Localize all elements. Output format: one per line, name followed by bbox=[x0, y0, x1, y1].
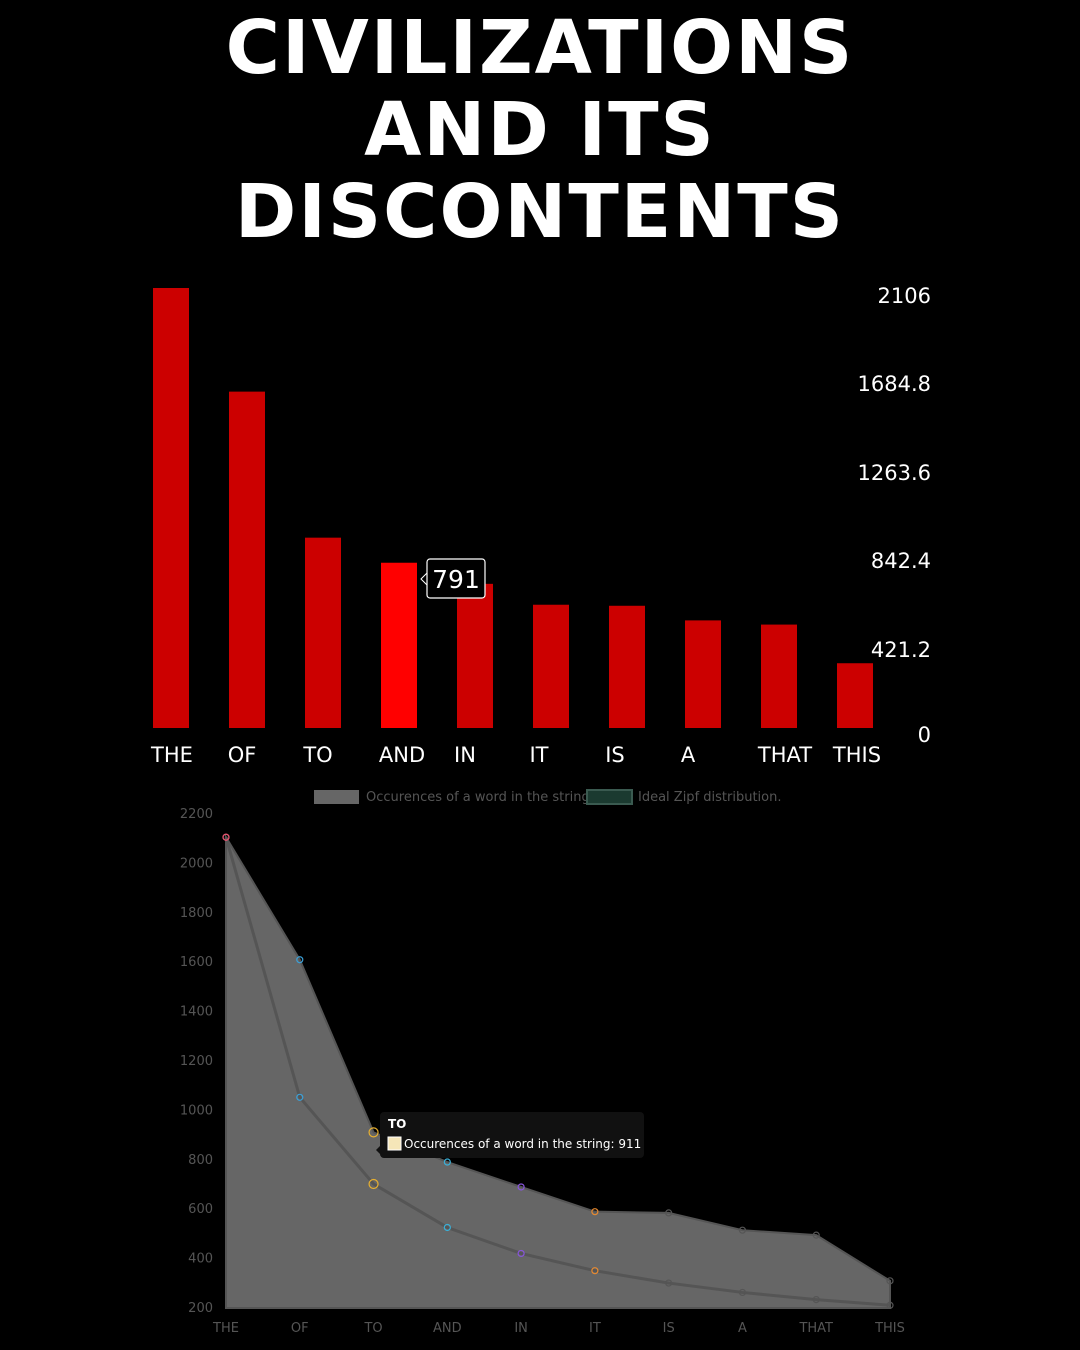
zipf-point bbox=[443, 1223, 451, 1232]
x-tick-label: IN bbox=[514, 1321, 528, 1336]
line-tooltip-title: TO bbox=[388, 1117, 406, 1131]
title-line-2: AND ITS bbox=[364, 87, 716, 173]
y-tick-label: 421.2 bbox=[871, 638, 931, 662]
x-tick-label: THAT bbox=[798, 1321, 833, 1336]
zipf-area-chart: Occurences of a word in the string Ideal … bbox=[180, 789, 905, 1336]
bar-it bbox=[533, 604, 569, 728]
occurrence-point bbox=[738, 1226, 747, 1234]
bar-the bbox=[153, 288, 189, 728]
bar-a bbox=[685, 620, 721, 728]
zipf-point bbox=[222, 833, 230, 841]
x-tick-label: TO bbox=[363, 1321, 382, 1336]
y-tick-label: 1800 bbox=[180, 906, 213, 921]
zipf-point bbox=[591, 1267, 599, 1275]
line-tooltip bbox=[380, 1112, 644, 1158]
y-tick-label: 2106 bbox=[878, 284, 931, 308]
bar-of bbox=[229, 391, 265, 728]
x-tick-label: IN bbox=[454, 743, 476, 767]
zipf-point bbox=[665, 1279, 673, 1287]
x-tick-label: AND bbox=[433, 1321, 462, 1336]
y-tick-label: 2000 bbox=[180, 856, 213, 871]
x-tick-label: THE bbox=[150, 743, 193, 767]
y-tick-label: 1200 bbox=[180, 1054, 213, 1069]
x-tick-label: A bbox=[738, 1321, 747, 1336]
zipf-point bbox=[368, 1178, 379, 1190]
bar-tooltip-value: 791 bbox=[432, 565, 480, 594]
occurrence-point bbox=[443, 1158, 451, 1166]
x-tick-label: THE bbox=[212, 1321, 239, 1336]
x-tick-label: OF bbox=[228, 743, 257, 767]
bar-tooltip bbox=[426, 558, 486, 599]
y-tick-label: 400 bbox=[188, 1252, 213, 1267]
x-tick-label: OF bbox=[291, 1321, 309, 1336]
bar-this bbox=[837, 663, 873, 728]
line-tooltip-pointer bbox=[376, 1146, 380, 1154]
legend-swatch-occurrences bbox=[314, 790, 359, 804]
x-tick-label: THAT bbox=[757, 743, 812, 767]
x-tick-label: TO bbox=[302, 743, 332, 767]
page-title: CIVILIZATIONS AND ITS DISCONTENTS bbox=[0, 0, 1080, 260]
y-tick-label: 842.4 bbox=[871, 549, 931, 573]
x-tick-label: IS bbox=[663, 1321, 675, 1336]
legend-label-zipf: Ideal Zipf distribution. bbox=[638, 790, 782, 805]
occurrence-point bbox=[665, 1209, 673, 1217]
tooltip-pointer bbox=[420, 571, 428, 587]
y-tick-label: 1684.8 bbox=[858, 372, 931, 396]
line-tooltip-label: Occurences of a word in the string: 911 bbox=[404, 1137, 641, 1151]
zipf-point bbox=[812, 1296, 820, 1304]
x-tick-label: THIS bbox=[832, 743, 881, 767]
y-tick-label: 2200 bbox=[180, 807, 213, 822]
x-tick-label: AND bbox=[379, 743, 425, 767]
zipf-point bbox=[296, 1093, 304, 1101]
y-tick-label: 800 bbox=[188, 1153, 213, 1168]
bar-and bbox=[381, 562, 417, 728]
occurrences-area bbox=[225, 833, 891, 1309]
x-tick-label: THIS bbox=[874, 1321, 905, 1336]
occurrence-point bbox=[296, 956, 304, 964]
zipf-point bbox=[886, 1301, 894, 1309]
occurrence-point bbox=[591, 1208, 599, 1216]
zipf-point bbox=[738, 1288, 747, 1297]
line-tooltip-swatch bbox=[387, 1136, 402, 1151]
title-line-1: CIVILIZATIONS bbox=[225, 5, 855, 91]
x-tick-label: IT bbox=[529, 743, 548, 767]
bar-that bbox=[761, 624, 797, 728]
bar-is bbox=[609, 605, 645, 728]
x-tick-label: IS bbox=[605, 743, 625, 767]
y-tick-label: 1400 bbox=[180, 1005, 213, 1020]
occurrence-point bbox=[812, 1231, 820, 1239]
x-tick-label: IT bbox=[589, 1321, 601, 1336]
x-tick-label: A bbox=[681, 743, 696, 767]
occurrence-point bbox=[886, 1277, 894, 1285]
y-tick-label: 200 bbox=[188, 1301, 213, 1316]
occurrence-point bbox=[368, 1127, 379, 1138]
y-tick-label: 1000 bbox=[180, 1103, 213, 1118]
occurrence-point bbox=[517, 1183, 525, 1191]
title-line-3: DISCONTENTS bbox=[234, 169, 846, 255]
y-tick-label: 600 bbox=[188, 1202, 213, 1217]
word-frequency-bar-chart: THE OF TO AND IN IT IS A THAT THIS 2106 1684.8 1263.… bbox=[150, 284, 931, 767]
bar-to bbox=[305, 537, 341, 728]
legend-swatch-zipf bbox=[586, 789, 633, 805]
zipf-line bbox=[224, 836, 891, 1307]
y-tick-label: 0 bbox=[918, 723, 931, 747]
legend-label-occurrences: Occurences of a word in the string bbox=[366, 790, 590, 805]
y-tick-label: 1600 bbox=[180, 955, 213, 970]
bar-in bbox=[457, 583, 493, 728]
y-tick-label: 1263.6 bbox=[858, 461, 931, 485]
zipf-point bbox=[517, 1249, 525, 1258]
